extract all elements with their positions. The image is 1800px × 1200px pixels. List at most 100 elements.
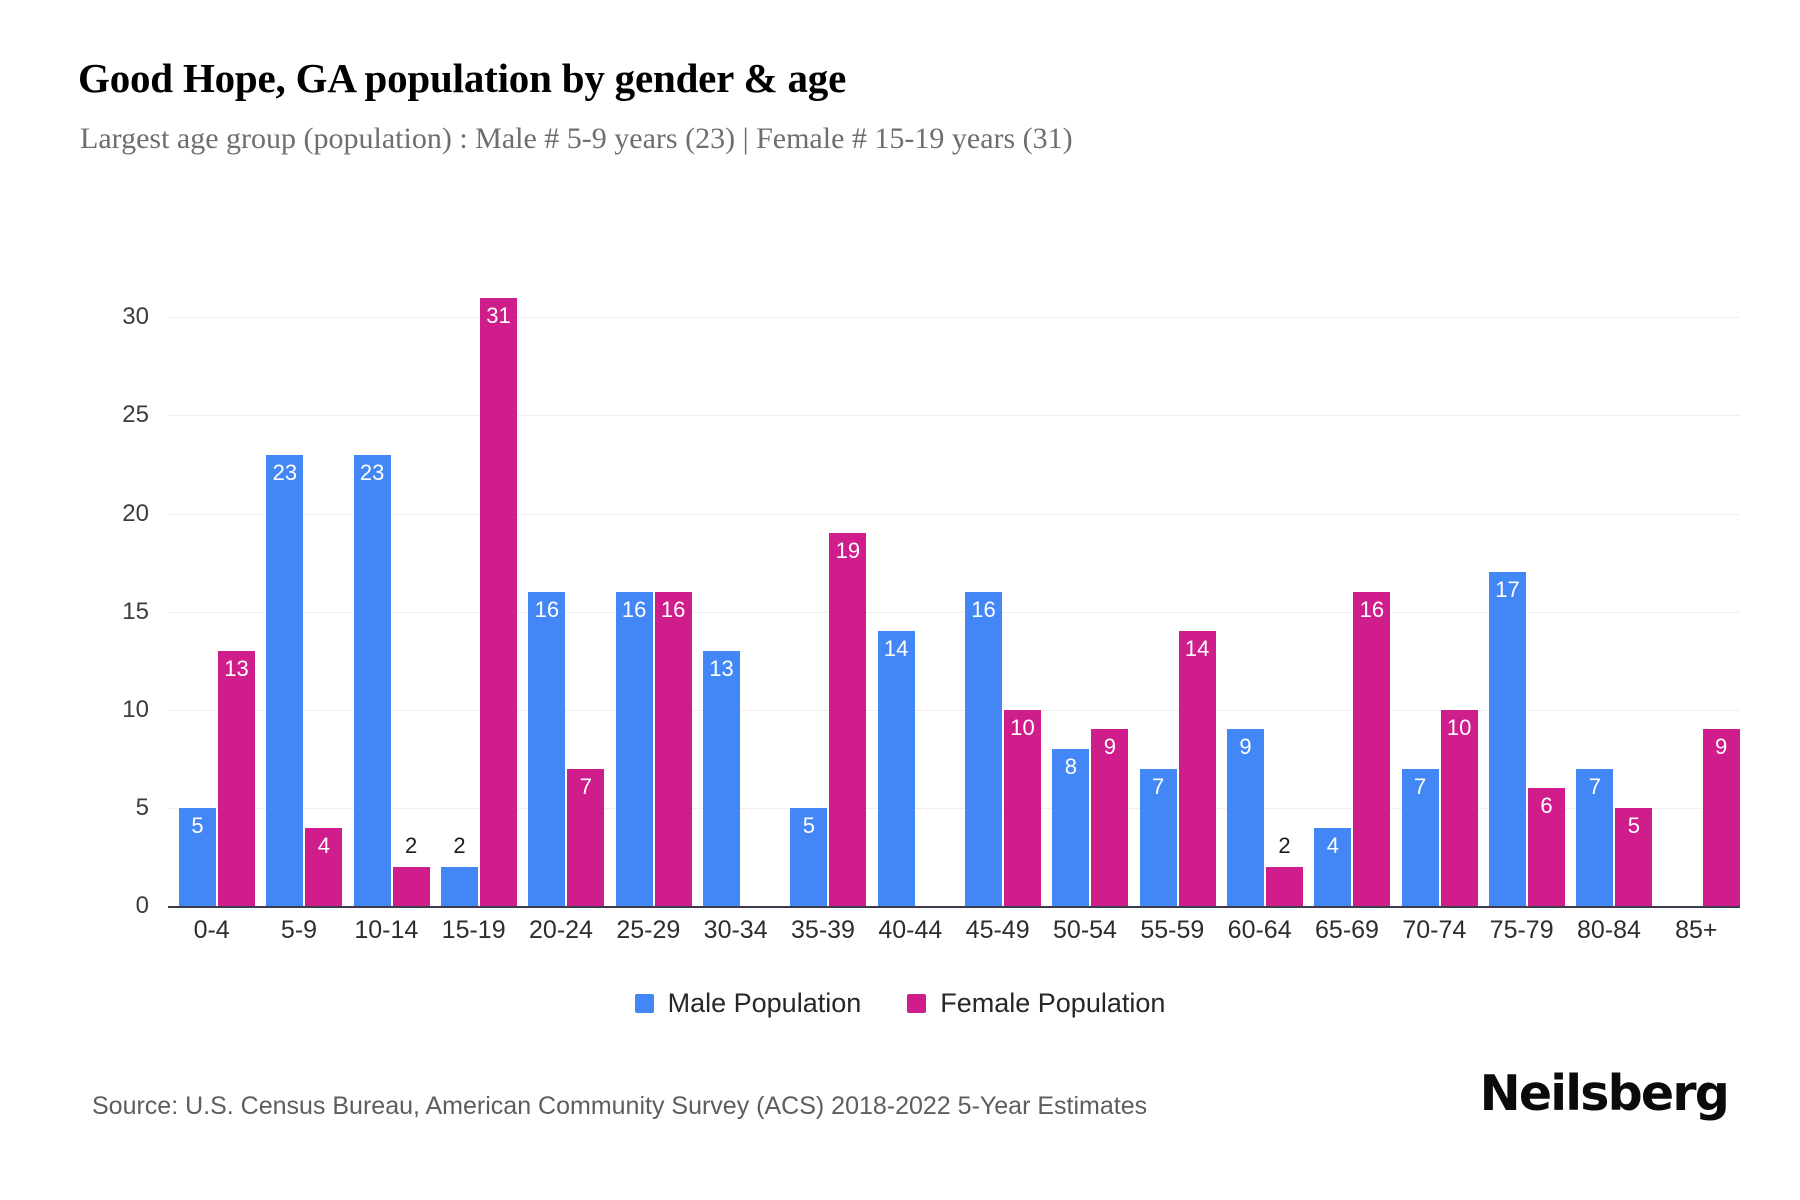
bar-male[interactable]: 7 — [1401, 768, 1439, 906]
brand-logo: Neilsberg — [1479, 1065, 1730, 1122]
bar-group: 23 4 — [255, 278, 343, 906]
bar-value-label: 7 — [579, 773, 592, 799]
plot-grid — [168, 278, 1740, 906]
bar-male[interactable]: 5 — [179, 807, 216, 906]
bar-value-label: 23 — [359, 459, 385, 485]
bar-female[interactable]: 7 — [567, 768, 605, 906]
bar-male[interactable]: 7 — [1576, 768, 1614, 906]
source-note: Source: U.S. Census Bureau, American Com… — [92, 1092, 1148, 1120]
x-axis-tick-label: 80-84 — [1577, 916, 1641, 944]
x-axis-tick-label: 35-39 — [791, 916, 855, 944]
bar-value-label: 6 — [1540, 793, 1553, 819]
bar-value-label: 16 — [971, 597, 996, 622]
bar-male[interactable]: 7 — [1139, 768, 1177, 906]
bar-male[interactable]: 16 — [965, 592, 1002, 906]
bar-male[interactable]: 5 — [790, 807, 828, 906]
bar-value-label: 9 — [1239, 734, 1252, 760]
x-axis-tick-label: 60-64 — [1227, 916, 1292, 944]
bar-female[interactable]: 14 — [1178, 631, 1216, 906]
x-axis-tick-label: 15-19 — [441, 916, 506, 944]
bar-male[interactable]: 8 — [1052, 749, 1090, 906]
bar-value-label: 16 — [1359, 597, 1385, 622]
bar-value-label: 16 — [534, 597, 560, 622]
bar-female[interactable]: 2 — [1266, 834, 1303, 906]
bar-group: 13 — [692, 278, 779, 906]
legend-swatch-icon — [634, 994, 654, 1013]
gridline — [168, 709, 1740, 711]
bar-group: 23 2 — [343, 278, 430, 906]
bar-male[interactable]: 16 — [528, 592, 566, 906]
bar-value-label: 14 — [883, 636, 909, 662]
bar-group: 16 10 — [954, 278, 1041, 906]
bar-female[interactable]: 6 — [1528, 788, 1565, 906]
y-axis-tick-label: 5 — [135, 793, 149, 821]
bar-value-label: 13 — [224, 655, 249, 681]
bar-female[interactable]: 9 — [1702, 729, 1740, 906]
gridline — [168, 807, 1740, 809]
x-axis-line — [168, 906, 1740, 908]
bar-value-label: 5 — [191, 812, 204, 838]
bar-value-label: 7 — [1152, 773, 1165, 799]
bar-group: 7 14 — [1129, 278, 1216, 906]
bar-male[interactable]: 2 — [441, 834, 478, 906]
bar-female[interactable]: 10 — [1440, 709, 1478, 906]
bar-value-label: 31 — [486, 302, 511, 328]
bar-value-label: 23 — [272, 459, 298, 485]
y-axis-tick-label: 20 — [122, 499, 149, 527]
bar-value-label: 4 — [317, 832, 330, 858]
bar-male[interactable]: 14 — [877, 631, 915, 906]
bar-value-label: 4 — [1326, 832, 1339, 858]
bar-male[interactable]: 16 — [615, 592, 653, 906]
gridline — [168, 611, 1740, 613]
bar-female[interactable]: 10 — [1004, 709, 1041, 906]
bar-female[interactable]: 9 — [1091, 729, 1129, 906]
x-axis-tick-label: 20-24 — [529, 916, 593, 944]
bar-group: 16 16 — [605, 278, 692, 906]
bar-value-label: 13 — [709, 655, 734, 681]
legend-item[interactable]: Female Population — [907, 988, 1165, 1019]
gridline — [168, 415, 1740, 417]
bar-female[interactable]: 16 — [1353, 592, 1391, 906]
x-axis-tick-label: 10-14 — [354, 916, 419, 944]
legend-item[interactable]: Male Population — [634, 988, 861, 1019]
x-axis-tick-label: 85+ — [1675, 916, 1718, 944]
bar-male[interactable]: 17 — [1489, 572, 1526, 906]
bar-value-label: 2 — [405, 832, 418, 858]
bar-female[interactable]: 13 — [218, 650, 255, 906]
bar-group: 16 7 — [517, 278, 605, 906]
bar-value-label: 17 — [1495, 577, 1520, 603]
bar-male[interactable]: 13 — [703, 650, 740, 906]
bar-male[interactable]: 4 — [1314, 827, 1352, 906]
bar-group: 17 6 — [1478, 278, 1565, 906]
bars-layer: 5 13 23 4 23 2 2 31 16 7 16 16 13 5 19 14 16 10 8 9 7 14 9 2 4 16… — [168, 278, 1740, 906]
x-axis-tick-label: 30-34 — [703, 916, 768, 944]
bar-female[interactable]: 31 — [480, 297, 517, 906]
bar-value-label: 2 — [1278, 832, 1291, 858]
x-axis-tick-label: 50-54 — [1053, 916, 1117, 944]
y-axis-tick-label: 15 — [122, 597, 149, 625]
bar-male[interactable]: 23 — [353, 454, 391, 906]
bar-male[interactable]: 9 — [1227, 729, 1264, 906]
bar-female[interactable]: 16 — [654, 592, 692, 906]
bar-value-label: 7 — [1588, 773, 1601, 799]
x-axis-tick-label: 65-69 — [1315, 916, 1379, 944]
x-axis-tick-label: 40-44 — [878, 916, 943, 944]
bar-value-label: 10 — [1010, 714, 1035, 740]
gridline — [168, 513, 1740, 515]
bar-female[interactable]: 19 — [829, 533, 867, 906]
bar-value-label: 19 — [835, 538, 861, 564]
x-axis-tick-label: 25-29 — [616, 916, 681, 944]
bar-female[interactable]: 4 — [305, 827, 343, 906]
bar-female[interactable]: 2 — [392, 834, 430, 906]
bar-value-label: 14 — [1184, 636, 1210, 662]
bar-group: 9 — [1653, 278, 1740, 906]
bar-value-label: 16 — [660, 597, 686, 622]
x-axis-tick-label: 0-4 — [193, 916, 230, 944]
bar-value-label: 16 — [621, 597, 647, 622]
legend-label: Female Population — [940, 988, 1166, 1018]
x-axis-tick-label: 70-74 — [1402, 916, 1467, 944]
bar-male[interactable]: 23 — [266, 454, 304, 906]
bar-female[interactable]: 5 — [1615, 807, 1653, 906]
